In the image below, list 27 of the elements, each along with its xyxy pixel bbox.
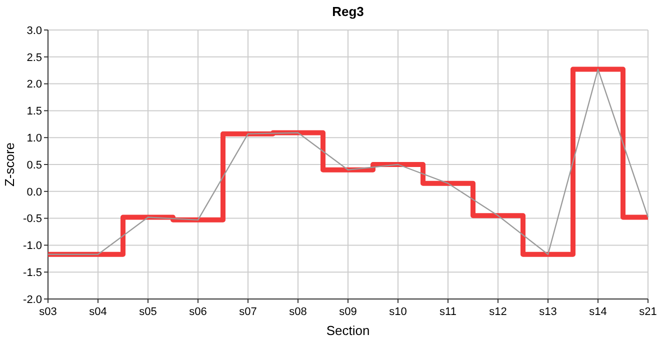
chart-title: Reg3 <box>332 4 364 19</box>
x-tick-label: s21 <box>639 306 657 318</box>
x-tick-label: s03 <box>39 306 57 318</box>
y-tick-label: -2.0 <box>23 294 42 306</box>
x-tick-label: s05 <box>139 306 157 318</box>
x-tick-label: s06 <box>189 306 207 318</box>
y-axis-title: Z-score <box>2 142 17 187</box>
x-tick-label: s10 <box>389 306 407 318</box>
x-tick-label: s08 <box>289 306 307 318</box>
y-tick-label: 0.0 <box>26 186 42 198</box>
x-tick-label: s09 <box>339 306 357 318</box>
x-tick-label: s11 <box>440 306 456 318</box>
x-tick-label: s13 <box>539 306 557 318</box>
y-tick-label: 0.5 <box>26 159 42 172</box>
y-tick-label: 2.5 <box>26 52 42 64</box>
y-tick-label: 1.0 <box>26 132 42 144</box>
x-tick-label: s04 <box>89 306 107 318</box>
y-tick-label: -1.0 <box>23 240 42 252</box>
x-tick-label: s12 <box>489 306 507 318</box>
y-tick-label: 2.0 <box>26 78 42 91</box>
y-tick-label: -0.5 <box>23 213 42 226</box>
x-axis-title: Section <box>326 323 370 338</box>
y-tick-label: -1.5 <box>23 266 42 279</box>
y-tick-label: 3.0 <box>26 24 42 37</box>
x-tick-label: s14 <box>589 306 607 318</box>
y-tick-label: 1.5 <box>26 106 42 118</box>
x-tick-label: s07 <box>239 306 257 318</box>
